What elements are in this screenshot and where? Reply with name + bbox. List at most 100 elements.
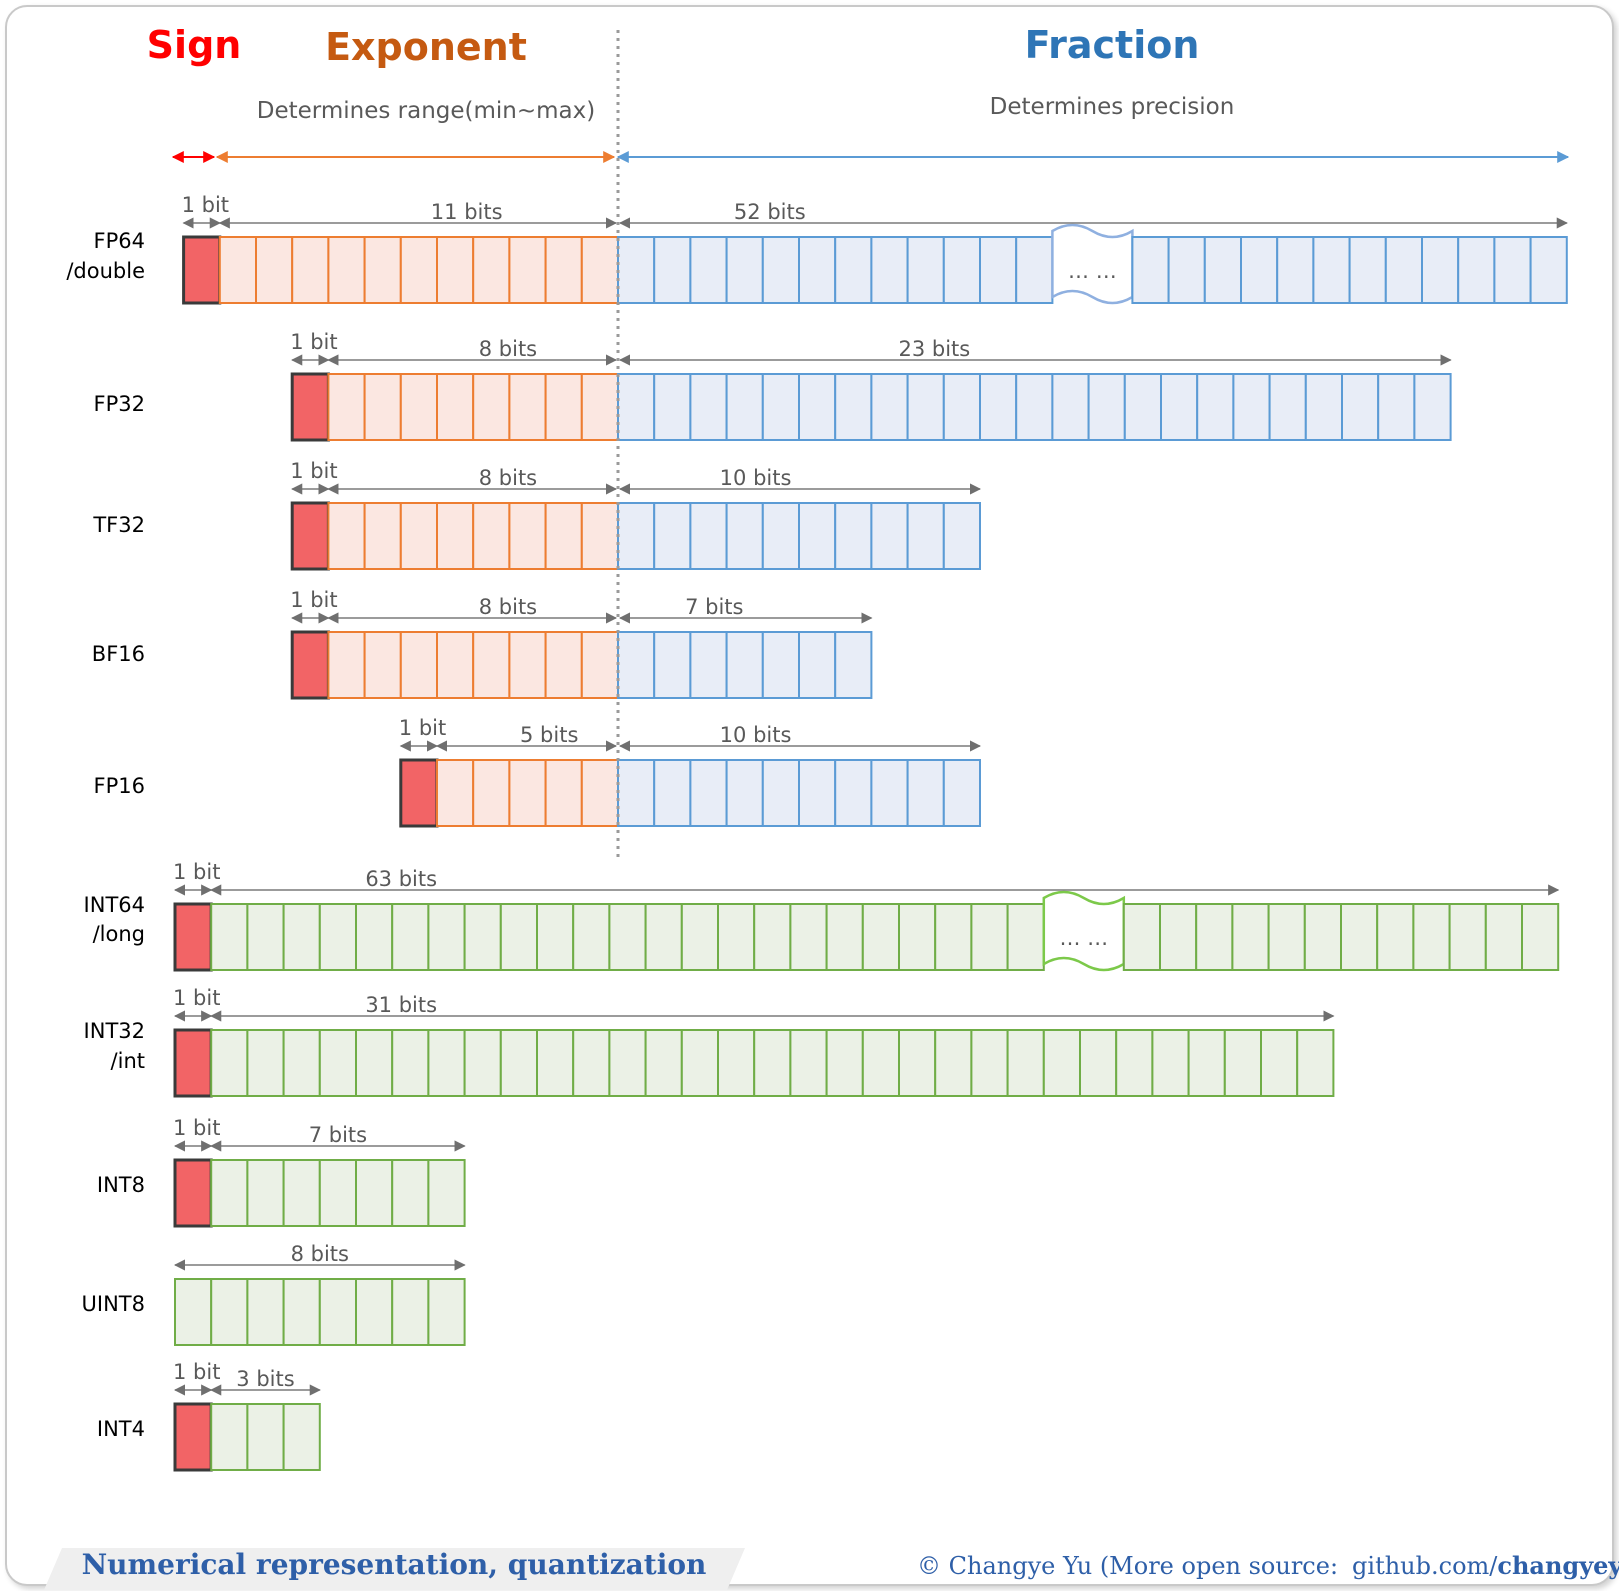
- fraction-bit-cell: [906, 502, 945, 570]
- sign-bit-cell: [173, 902, 213, 972]
- format-alias-fp64: /double: [66, 259, 145, 283]
- fraction-bit-cell: [1384, 236, 1424, 304]
- value-bit-cell: [1484, 903, 1524, 971]
- fraction-bit-cell: [870, 373, 909, 441]
- fraction-bit-cell: [1087, 373, 1126, 441]
- value-bit-cell: [898, 1029, 937, 1097]
- exponent-bit-cell: [580, 373, 619, 441]
- value-bit-cell: [825, 1029, 864, 1097]
- value-bit-cell: [1231, 903, 1270, 971]
- fraction-bit-cell: [1312, 236, 1351, 304]
- value-bit-cell: [717, 903, 756, 971]
- fraction-bit-cell: [1276, 236, 1315, 304]
- value-bit-cell: [717, 1029, 756, 1097]
- exponent-bit-cell: [291, 236, 330, 304]
- value-bit-cell: [391, 1278, 430, 1346]
- value-bit-cell: [970, 903, 1009, 971]
- sign-bit-label: 1 bit: [173, 860, 220, 884]
- sign-bit-cell: [173, 1158, 213, 1228]
- fraction-bit-cell: [725, 631, 764, 699]
- value-bit-cell: [318, 1159, 357, 1227]
- footer-title-band: [44, 1548, 745, 1590]
- value-bit-cell: [1042, 1029, 1082, 1097]
- fraction-bit-cell: [1493, 236, 1532, 304]
- fraction-bit-cell: [906, 236, 945, 304]
- footer-credit-text: © Changye Yu (More open source:: [917, 1552, 1338, 1580]
- exponent-bit-cell: [436, 631, 475, 699]
- value-bit-cell: [572, 903, 611, 971]
- value-bit-cell: [753, 1029, 792, 1097]
- value-bit-label: 7 bits: [309, 1123, 367, 1147]
- value-bit-cell: [536, 903, 575, 971]
- fraction-bit-cell: [942, 759, 981, 827]
- fraction-bit-cell: [653, 502, 692, 570]
- exponent-bit-cell: [363, 373, 402, 441]
- exponent-bit-label: 8 bits: [479, 595, 537, 619]
- value-bit-cell: [246, 1278, 285, 1346]
- value-bit-cell: [1223, 1029, 1263, 1097]
- fraction-bit-cell: [689, 631, 728, 699]
- value-bit-cell: [355, 1159, 394, 1227]
- fraction-bit-cell: [653, 373, 692, 441]
- value-bit-label: 8 bits: [291, 1242, 349, 1266]
- fraction-bit-cell: [761, 236, 800, 304]
- value-bit-cell: [463, 1029, 502, 1097]
- value-bit-cell: [318, 903, 357, 971]
- fraction-bit-cell: [1196, 373, 1235, 441]
- exponent-bit-cell: [508, 502, 547, 570]
- fraction-bit-cell: [761, 631, 800, 699]
- value-bit-cell: [536, 1029, 575, 1097]
- value-bit-cell: [355, 903, 394, 971]
- sign-bit-label: 1 bit: [173, 1116, 220, 1140]
- fraction-bit-cell: [653, 631, 692, 699]
- format-alias-int32: /int: [111, 1049, 145, 1073]
- sign-header: Sign: [147, 23, 242, 67]
- fraction-bit-cell: [725, 236, 764, 304]
- value-bit-cell: [499, 1029, 538, 1097]
- fraction-bit-cell: [942, 236, 981, 304]
- fraction-bit-cell: [979, 236, 1018, 304]
- format-name-fp16: FP16: [94, 774, 145, 798]
- fraction-bit-cell: [689, 502, 728, 570]
- sign-bit-cell: [290, 372, 330, 442]
- exponent-bit-cell: [436, 502, 475, 570]
- fraction-bit-cell: [798, 759, 837, 827]
- value-bit-cell: [970, 1029, 1009, 1097]
- exponent-bit-cell: [472, 502, 511, 570]
- fraction-bit-label: 23 bits: [899, 337, 971, 361]
- fraction-bit-cell: [761, 759, 800, 827]
- fraction-bit-cell: [761, 502, 800, 570]
- sign-bit-cell: [173, 1402, 213, 1472]
- value-bit-cell: [1267, 903, 1306, 971]
- exponent-note: Determines range(min~max): [257, 98, 595, 124]
- value-bit-cell: [789, 1029, 828, 1097]
- fraction-bit-cell: [1167, 236, 1206, 304]
- exponent-bit-cell: [399, 236, 438, 304]
- exponent-bit-label: 8 bits: [479, 337, 537, 361]
- exponent-bit-cell: [544, 502, 583, 570]
- exponent-bit-cell: [508, 236, 547, 304]
- fraction-bit-label: 7 bits: [685, 595, 743, 619]
- fraction-bit-cell: [1232, 373, 1271, 441]
- fraction-bit-cell: [798, 236, 837, 304]
- exponent-bit-cell: [363, 236, 402, 304]
- fraction-bit-cell: [1341, 373, 1380, 441]
- footer-link-prefix[interactable]: github.com/: [1352, 1552, 1498, 1580]
- exponent-bit-cell: [544, 236, 583, 304]
- fraction-bit-cell: [798, 502, 837, 570]
- exponent-bit-cell: [363, 631, 402, 699]
- footer-link-user[interactable]: changyeyu: [1497, 1551, 1619, 1580]
- exponent-bit-cell: [472, 373, 511, 441]
- fraction-bit-cell: [1413, 373, 1452, 441]
- value-ellipsis: … …: [1059, 926, 1108, 950]
- value-bit-cell: [1159, 903, 1198, 971]
- fraction-bit-cell: [834, 373, 873, 441]
- sign-bit-cell: [399, 758, 439, 828]
- value-bit-cell: [1260, 1029, 1299, 1097]
- value-bit-cell: [391, 1159, 430, 1227]
- exponent-bit-label: 5 bits: [520, 723, 578, 747]
- fraction-bit-label: 52 bits: [734, 200, 806, 224]
- fraction-bit-cell: [798, 373, 837, 441]
- exponent-bit-label: 8 bits: [479, 466, 537, 490]
